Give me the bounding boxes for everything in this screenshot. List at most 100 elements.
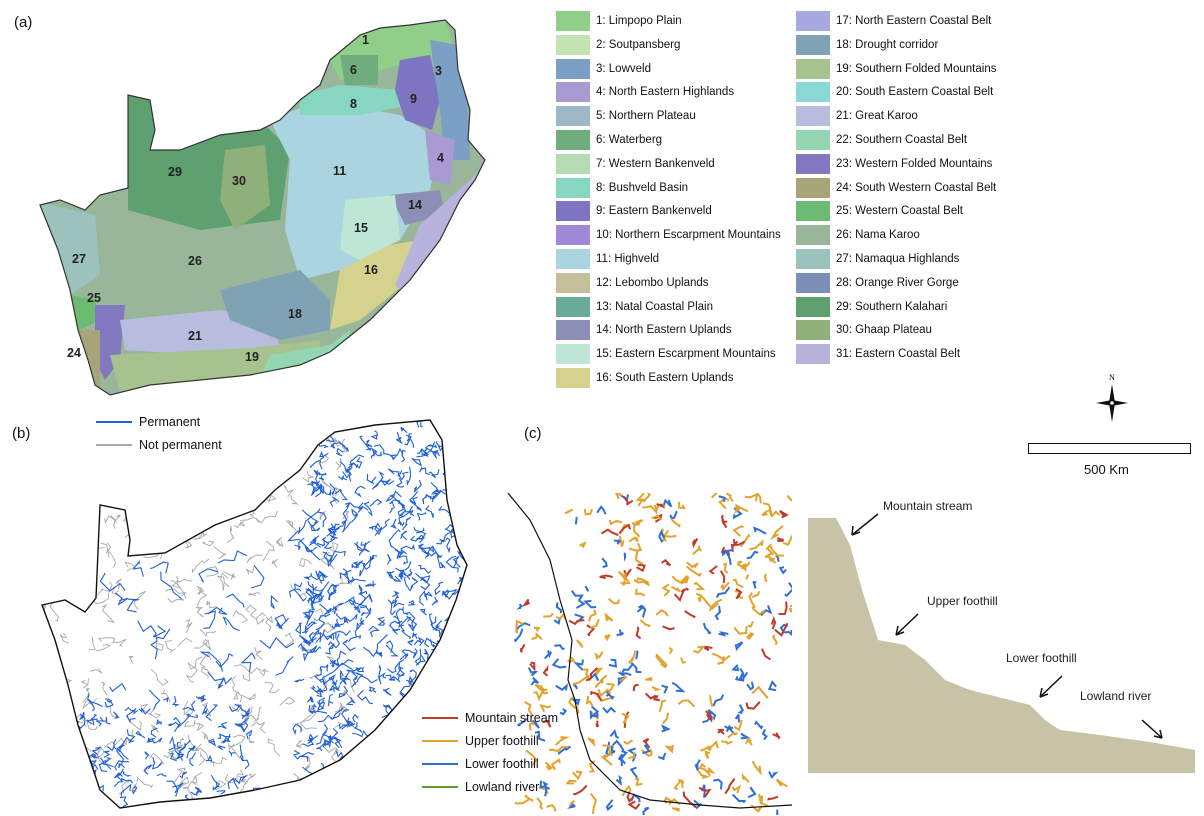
profile-label-mountain: Mountain stream — [883, 499, 972, 513]
legend-permanent-label: Permanent — [139, 414, 201, 429]
region-18-label: 18 — [288, 307, 302, 321]
legend-mountain-stream-label: Mountain stream — [465, 710, 559, 725]
ecoregion-legend-label: 20: South Eastern Coastal Belt — [836, 86, 994, 99]
ecoregion-legend-item: 26: Nama Karoo — [796, 224, 920, 246]
scale-bar — [1028, 443, 1191, 454]
ecoregion-legend-item: 24: South Western Coastal Belt — [796, 177, 996, 199]
ecoregion-legend-item: 16: South Eastern Uplands — [556, 367, 733, 389]
ecoregion-legend-label: 16: South Eastern Uplands — [596, 372, 734, 384]
ecoregion-legend-label: 14: North Eastern Uplands — [596, 324, 732, 337]
ecoregion-legend-item: 31: Eastern Coastal Belt — [796, 343, 960, 365]
river-longitudinal-profile: Mountain stream Upper foothill Lower foo… — [808, 499, 1195, 773]
north-label: N — [1109, 373, 1115, 382]
region-16-label: 16 — [364, 263, 378, 277]
ecoregion-legend-item: 30: Ghaap Plateau — [796, 319, 932, 341]
ecoregion-swatch — [556, 201, 590, 222]
ecoregion-legend-label: 29: Southern Kalahari — [836, 300, 948, 313]
river-zone-map — [507, 492, 793, 815]
region-26-label: 26 — [188, 254, 202, 268]
legend-not-permanent: Not permanent — [96, 433, 222, 456]
ecoregion-legend-label: 28: Orange River Gorge — [836, 276, 959, 289]
ecoregion-legend-item: 27: Namaqua Highlands — [796, 248, 959, 270]
ecoregion-legend-item: 15: Eastern Escarpment Mountains — [556, 343, 776, 365]
ecoregion-legend-item: 29: Southern Kalahari — [796, 296, 947, 318]
ecoregion-swatch — [796, 106, 830, 127]
legend-lower-foothill: Lower foothill — [422, 752, 558, 775]
ecoregion-swatch — [796, 177, 830, 198]
profile-label-upper: Upper foothill — [927, 594, 998, 608]
ecoregion-legend-label: 9: Eastern Bankenveld — [596, 205, 712, 218]
permanence-legend: Permanent Not permanent — [96, 410, 222, 456]
ecoregion-swatch — [796, 58, 830, 79]
ecoregion-legend-label: 3: Lowveld — [596, 62, 651, 75]
ecoregion-swatch — [796, 82, 830, 103]
region-30-label: 30 — [232, 174, 246, 188]
ecoregion-legend-label: 30: Ghaap Plateau — [836, 324, 932, 337]
panel-c-label: (c) — [524, 425, 542, 442]
ecoregion-swatch — [796, 225, 830, 246]
ecoregion-legend-item: 28: Orange River Gorge — [796, 272, 959, 294]
ecoregion-legend-label: 11: Highveld — [596, 253, 660, 265]
ecoregion-legend-item: 9: Eastern Bankenveld — [556, 200, 712, 222]
lowland-river-swatch — [422, 785, 458, 788]
ecoregion-legend-label: 15: Eastern Escarpment Mountains — [596, 348, 776, 361]
legend-upper-foothill-label: Upper foothill — [465, 733, 539, 748]
ecoregion-swatch — [556, 58, 590, 79]
ecoregion-legend-item: 19: Southern Folded Mountains — [796, 58, 996, 80]
ecoregion-legend-label: 4: North Eastern Highlands — [596, 86, 735, 99]
region-27-label: 27 — [72, 252, 86, 266]
ecoregion-legend-item: 3: Lowveld — [556, 58, 651, 80]
ecoregion-swatch — [556, 249, 590, 269]
ecoregion-swatch — [556, 368, 590, 388]
ecoregion-legend-item: 7: Western Bankenveld — [556, 153, 715, 175]
region-19-label: 19 — [245, 350, 259, 364]
ecoregion-swatch — [796, 153, 830, 174]
region-11-label: 11 — [333, 164, 346, 178]
ecoregion-legend-label: 5: Northern Plateau — [596, 110, 696, 123]
ecoregion-legend-item: 18: Drought corridor — [796, 34, 938, 56]
ecoregion-swatch — [556, 153, 590, 174]
ecoregion-swatch — [556, 177, 590, 198]
north-arrow-icon: N — [1096, 373, 1128, 422]
profile-label-lower: Lower foothill — [1006, 651, 1077, 665]
ecoregion-legend-label: 8: Bushveld Basin — [596, 181, 689, 194]
ecoregion-legend-label: 25: Western Coastal Belt — [836, 205, 963, 218]
ecoregion-swatch — [556, 225, 590, 246]
lower-foothill-swatch — [422, 762, 458, 765]
ecoregion-legend-label: 22: Southern Coastal Belt — [836, 134, 968, 146]
ecoregion-legend-label: 7: Western Bankenveld — [596, 157, 715, 170]
ecoregion-legend-label: 2: Soutpansberg — [596, 38, 681, 51]
ecoregion-legend-label: 18: Drought corridor — [836, 38, 939, 51]
ecoregion-swatch — [796, 272, 830, 293]
legend-lowland-river-label: Lowland river — [465, 779, 540, 794]
region-29-label: 29 — [168, 165, 182, 179]
profile-shape — [808, 518, 1195, 773]
ecoregion-legend-item: 1: Limpopo Plain — [556, 10, 682, 32]
ecoregion-legend-label: 21: Great Karoo — [836, 110, 918, 123]
ecoregion-swatch — [796, 249, 830, 269]
region-21-label: 21 — [188, 329, 202, 343]
legend-upper-foothill: Upper foothill — [422, 729, 558, 752]
ecoregion-legend-item: 22: Southern Coastal Belt — [796, 129, 967, 151]
region-9-label: 9 — [410, 92, 417, 106]
upper-foothill-swatch — [422, 739, 458, 742]
ecoregion-swatch — [556, 320, 590, 341]
panel-b-label: (b) — [12, 425, 31, 442]
ecoregion-legend-item: 10: Northern Escarpment Mountains — [556, 224, 781, 246]
ecoregion-legend-label: 31: Eastern Coastal Belt — [836, 348, 961, 361]
ecoregion-swatch — [556, 11, 590, 31]
ecoregion-legend-item: 8: Bushveld Basin — [556, 177, 688, 199]
legend-mountain-stream: Mountain stream — [422, 706, 558, 729]
ecoregion-legend-label: 19: Southern Folded Mountains — [836, 62, 997, 75]
region-8-label: 8 — [350, 97, 357, 111]
ecoregion-swatch — [556, 106, 590, 127]
legend-lowland-river: Lowland river — [422, 775, 558, 798]
ecoregion-map: 1 3 4 6 8 9 11 14 15 16 18 19 21 24 25 2… — [39, 19, 486, 396]
ecoregion-swatch — [796, 34, 830, 55]
ecoregion-legend-label: 23: Western Folded Mountains — [836, 157, 993, 170]
region-25-label: 25 — [87, 291, 101, 305]
legend-not-permanent-label: Not permanent — [139, 437, 222, 452]
permanent-line-swatch — [96, 420, 132, 423]
ecoregion-legend-label: 26: Nama Karoo — [836, 229, 920, 242]
ecoregion-swatch — [556, 344, 590, 365]
